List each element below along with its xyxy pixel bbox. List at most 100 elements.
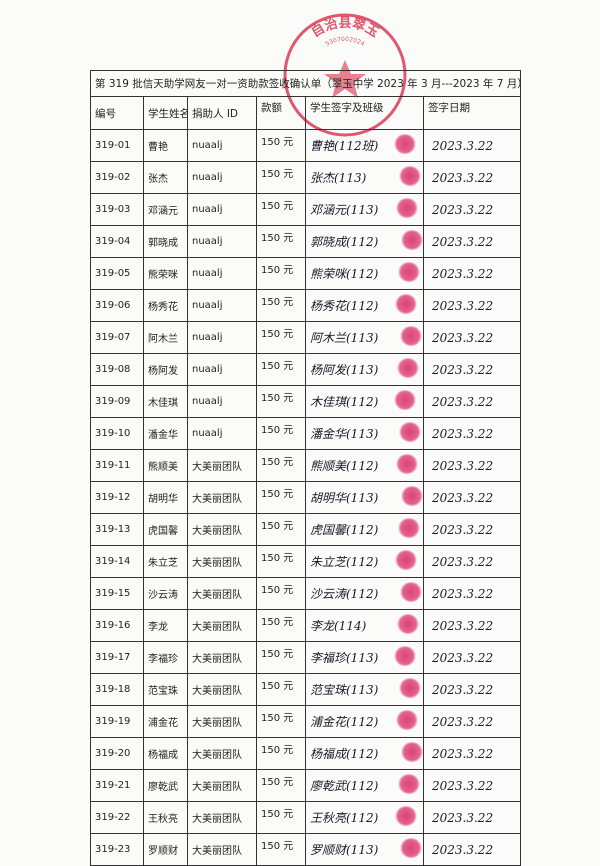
signature-text: 杨阿发(113) [310, 363, 379, 377]
row-id: 319-03 [90, 193, 144, 226]
row-id: 319-13 [90, 513, 144, 546]
fingerprint [395, 806, 417, 826]
student-signature: 潘金华(113) [305, 417, 424, 450]
fingerprint [401, 742, 423, 762]
header-id: 编号 [90, 96, 144, 130]
donor-id: 大美丽团队 [187, 577, 257, 610]
student-name: 木佳琪 [143, 385, 188, 418]
table-row: 319-12 胡明华 大美丽团队 150 元胡明华(113) 2023.3.22 [90, 481, 521, 514]
amount: 150 元 [256, 321, 306, 354]
signature-text: 罗顺财(113) [310, 843, 379, 857]
amount: 150 元 [256, 737, 306, 770]
signature-text: 虎国馨(112) [310, 523, 379, 537]
table-row: 319-07 阿木兰 nuaalj 150 元阿木兰(113) 2023.3.22 [90, 321, 521, 354]
amount: 150 元 [256, 193, 306, 226]
fingerprint [395, 550, 417, 570]
signature-text: 廖乾武(112) [310, 779, 379, 793]
student-name: 李龙 [143, 609, 188, 642]
donor-id: nuaalj [187, 193, 257, 226]
student-name: 朱立芝 [143, 545, 188, 578]
donor-id: 大美丽团队 [187, 545, 257, 578]
sign-date: 2023.3.22 [423, 545, 521, 578]
student-name: 邓涵元 [143, 193, 188, 226]
signature-text: 熊顺美(112) [310, 459, 379, 473]
student-signature: 胡明华(113) [305, 481, 424, 514]
student-name: 曹艳 [143, 129, 188, 162]
student-signature: 王秋亮(112) [305, 801, 424, 834]
amount: 150 元 [256, 513, 306, 546]
row-id: 319-02 [90, 161, 144, 194]
donor-id: 大美丽团队 [187, 641, 257, 674]
table-row: 319-21 廖乾武 大美丽团队 150 元廖乾武(112) 2023.3.22 [90, 769, 521, 802]
table-row: 319-14 朱立芝 大美丽团队 150 元朱立芝(112) 2023.3.22 [90, 545, 521, 578]
signature-text: 王秋亮(112) [310, 811, 379, 825]
table-row: 319-16 李龙 大美丽团队 150 元李龙(114) 2023.3.22 [90, 609, 521, 642]
sign-date: 2023.3.22 [423, 801, 521, 834]
sign-date: 2023.3.22 [423, 225, 521, 258]
sign-date: 2023.3.22 [423, 705, 521, 738]
student-name: 浦金花 [143, 705, 188, 738]
sign-date: 2023.3.22 [423, 193, 521, 226]
donor-id: 大美丽团队 [187, 833, 257, 866]
header-row: 编号 学生姓名 捐助人 ID 款额 学生签字及班级 签字日期 [90, 96, 521, 130]
row-id: 319-15 [90, 577, 144, 610]
amount: 150 元 [256, 417, 306, 450]
donor-id: nuaalj [187, 385, 257, 418]
row-id: 319-23 [90, 833, 144, 866]
amount: 150 元 [256, 577, 306, 610]
student-signature: 杨福成(112) [305, 737, 424, 770]
student-name: 沙云涛 [143, 577, 188, 610]
student-name: 李福珍 [143, 641, 188, 674]
sign-date: 2023.3.22 [423, 161, 521, 194]
table-row: 319-06 杨秀花 nuaalj 150 元杨秀花(112) 2023.3.22 [90, 289, 521, 322]
student-signature: 杨阿发(113) [305, 353, 424, 386]
fingerprint [396, 198, 418, 218]
row-id: 319-07 [90, 321, 144, 354]
amount: 150 元 [256, 257, 306, 290]
fingerprint [398, 262, 420, 282]
student-name: 王秋亮 [143, 801, 188, 834]
signature-text: 沙云涛(112) [310, 587, 379, 601]
amount: 150 元 [256, 289, 306, 322]
sign-date: 2023.3.22 [423, 513, 521, 546]
amount: 150 元 [256, 161, 306, 194]
table-row: 319-05 熊荣咪 nuaalj 150 元熊荣咪(112) 2023.3.22 [90, 257, 521, 290]
table-row: 319-23 罗顺财 大美丽团队 150 元罗顺财(113) 2023.3.22 [90, 833, 521, 866]
table-row: 319-17 李福珍 大美丽团队 150 元李福珍(113) 2023.3.22 [90, 641, 521, 674]
svg-text:5307002024: 5307002024 [324, 36, 365, 48]
row-id: 319-04 [90, 225, 144, 258]
student-signature: 熊荣咪(112) [305, 257, 424, 290]
student-signature: 虎国馨(112) [305, 513, 424, 546]
signature-text: 郭晓成(112) [310, 235, 379, 249]
row-id: 319-11 [90, 449, 144, 482]
donor-id: 大美丽团队 [187, 737, 257, 770]
signature-text: 胡明华(113) [310, 491, 379, 505]
table-row: 319-02 张杰 nuaalj 150 元张杰(113) 2023.3.22 [90, 161, 521, 194]
student-signature: 罗顺财(113) [305, 833, 424, 866]
fingerprint [399, 678, 421, 698]
receipt-table: 第 319 批信天助学网友一对一资助款签收确认单（翠玉中学 2023 年 3 月… [90, 70, 521, 866]
fingerprint [399, 422, 421, 442]
donor-id: 大美丽团队 [187, 513, 257, 546]
sign-date: 2023.3.22 [423, 129, 521, 162]
header-date: 签字日期 [423, 96, 521, 130]
table-row: 319-08 杨阿发 nuaalj 150 元杨阿发(113) 2023.3.22 [90, 353, 521, 386]
row-id: 319-14 [90, 545, 144, 578]
student-name: 廖乾武 [143, 769, 188, 802]
fingerprint [400, 838, 422, 858]
row-id: 319-17 [90, 641, 144, 674]
amount: 150 元 [256, 385, 306, 418]
fingerprint [398, 518, 420, 538]
amount: 150 元 [256, 609, 306, 642]
student-signature: 廖乾武(112) [305, 769, 424, 802]
row-id: 319-18 [90, 673, 144, 706]
sign-date: 2023.3.22 [423, 289, 521, 322]
sign-date: 2023.3.22 [423, 769, 521, 802]
signature-text: 熊荣咪(112) [310, 267, 379, 281]
student-signature: 朱立芝(112) [305, 545, 424, 578]
signature-text: 李福珍(113) [310, 651, 379, 665]
donor-id: nuaalj [187, 289, 257, 322]
signature-text: 浦金花(112) [310, 715, 379, 729]
student-name: 潘金华 [143, 417, 188, 450]
student-name: 熊荣咪 [143, 257, 188, 290]
